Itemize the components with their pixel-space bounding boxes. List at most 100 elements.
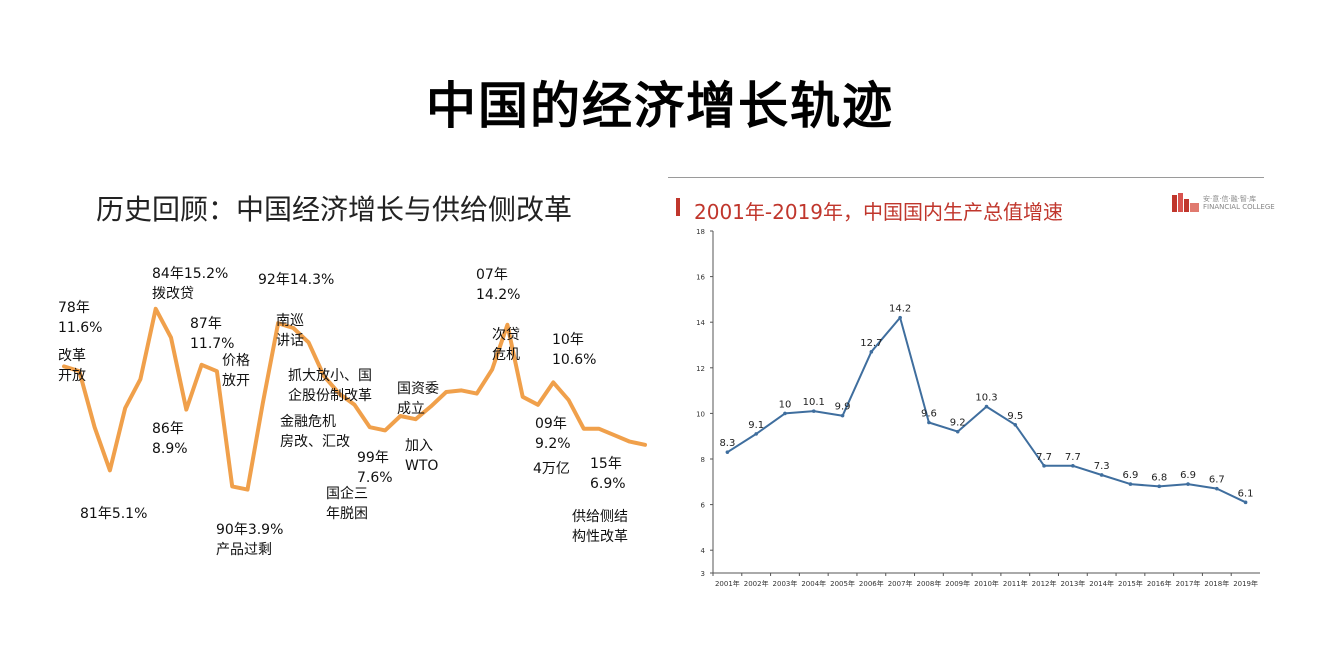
annotation-text: 10.6% [552, 352, 596, 368]
annotation-text: 11.7% [190, 336, 234, 352]
x-tick-label: 2005年 [830, 579, 855, 588]
data-point [475, 392, 479, 396]
data-point [108, 468, 112, 472]
x-tick-label: 2018年 [1204, 579, 1229, 588]
data-point [783, 411, 787, 416]
annotation-text: 6.9% [590, 476, 626, 492]
left-chart-subtitle: 历史回顾：中国经济增长与供给侧改革 [96, 193, 573, 226]
brand-logo-text: 安·意·信·融·智·库 FINANCIAL COLLEGE [1203, 195, 1275, 211]
annotation-text: 南巡 [276, 313, 304, 329]
annotation-text: 7.6% [357, 470, 393, 486]
data-label: 6.7 [1209, 475, 1225, 486]
y-tick-label: 18 [696, 228, 705, 236]
data-point [444, 390, 448, 394]
annotation-text: 99年 [357, 450, 389, 466]
data-point [612, 433, 616, 437]
data-point [215, 369, 219, 373]
data-point [200, 363, 204, 367]
data-point [307, 340, 311, 344]
data-point [169, 336, 173, 340]
annotation-text: 国资委 [397, 381, 439, 397]
annotation-label: 07年 14.2% [476, 267, 520, 303]
y-tick-label: 3 [701, 570, 705, 578]
annotation-text: 09年 [535, 416, 567, 432]
x-tick-label: 2003年 [773, 579, 798, 588]
data-label: 9.5 [1007, 411, 1023, 422]
annotation-label: 78年 11.6% [58, 300, 102, 336]
annotation-text: 改革 [58, 348, 86, 364]
annotation-label: 加入 WTO [405, 438, 438, 474]
y-tick-label: 6 [701, 502, 706, 510]
data-point [429, 404, 433, 408]
annotation-text: 拨改贷 [152, 286, 194, 302]
annotation-label: 09年 9.2% [535, 416, 571, 452]
data-label: 6.8 [1151, 472, 1167, 483]
data-label: 14.2 [889, 304, 911, 315]
x-tick-label: 2004年 [801, 579, 826, 588]
annotation-text: 15年 [590, 456, 622, 472]
annotation-text: 81年5.1% [80, 506, 147, 522]
gdp-series-line [726, 316, 1247, 504]
data-point [353, 403, 356, 407]
data-point [62, 364, 66, 368]
data-label: 6.9 [1122, 470, 1138, 481]
annotation-text: 8.9% [152, 441, 188, 457]
x-tick-label: 2016年 [1147, 579, 1172, 588]
annotation-text: 价格 [222, 353, 250, 369]
y-tick-label: 10 [696, 410, 705, 418]
annotation-text: 11.6% [58, 320, 102, 336]
data-point [322, 374, 326, 378]
annotation-label: 4万亿 [533, 461, 570, 477]
x-tick-label: 2015年 [1118, 579, 1143, 588]
annotation-text: 国企三 [326, 485, 368, 502]
data-point [291, 326, 295, 330]
annotation-text: 抓大放小、国 [288, 368, 372, 384]
annotation-text: 次贷 [492, 327, 520, 343]
data-point [567, 398, 571, 402]
annotation-text: WTO [405, 458, 438, 474]
title-marker [676, 198, 680, 216]
data-point [1186, 482, 1190, 486]
annotation-text: 87年 [190, 316, 222, 332]
y-tick-label: 12 [696, 365, 705, 373]
data-label: 8.3 [719, 438, 735, 449]
brand-logo-icon [1172, 193, 1199, 212]
annotation-text: 开放 [58, 368, 86, 384]
data-label: 10 [779, 399, 792, 410]
annotation-text: 78年 [58, 300, 90, 316]
annotation-text: 构性改革 [572, 529, 628, 545]
annotation-text: 84年15.2% [152, 266, 228, 282]
data-label: 9.6 [921, 409, 937, 420]
data-point [490, 368, 494, 372]
x-tick-label: 2014年 [1089, 579, 1114, 588]
annotation-text: 放开 [222, 373, 250, 389]
annotation-text: 年脱困 [326, 506, 368, 522]
annotation-label: 10年 10.6% [552, 332, 596, 368]
annotation-text: 90年3.9% [216, 522, 283, 538]
data-point [138, 377, 142, 381]
data-point [1071, 464, 1075, 468]
data-point [261, 401, 265, 405]
data-point [984, 404, 989, 409]
data-point [505, 323, 509, 327]
x-tick-label: 2011年 [1003, 579, 1028, 588]
data-label: 7.3 [1094, 461, 1110, 472]
data-point [582, 427, 586, 431]
data-point [1243, 500, 1248, 505]
data-point [337, 392, 341, 396]
data-point [123, 406, 127, 410]
data-point [1128, 482, 1133, 486]
data-point [230, 484, 234, 488]
x-tick-label: 2019年 [1233, 579, 1258, 588]
data-label: 6.1 [1238, 488, 1254, 499]
data-point [643, 443, 647, 447]
x-tick-label: 2002年 [744, 579, 769, 588]
annotation-label: 87年 11.7% [190, 316, 234, 352]
gdp-chart-title: 2001年-2019年，中国国内生产总值增速 [694, 200, 1064, 224]
